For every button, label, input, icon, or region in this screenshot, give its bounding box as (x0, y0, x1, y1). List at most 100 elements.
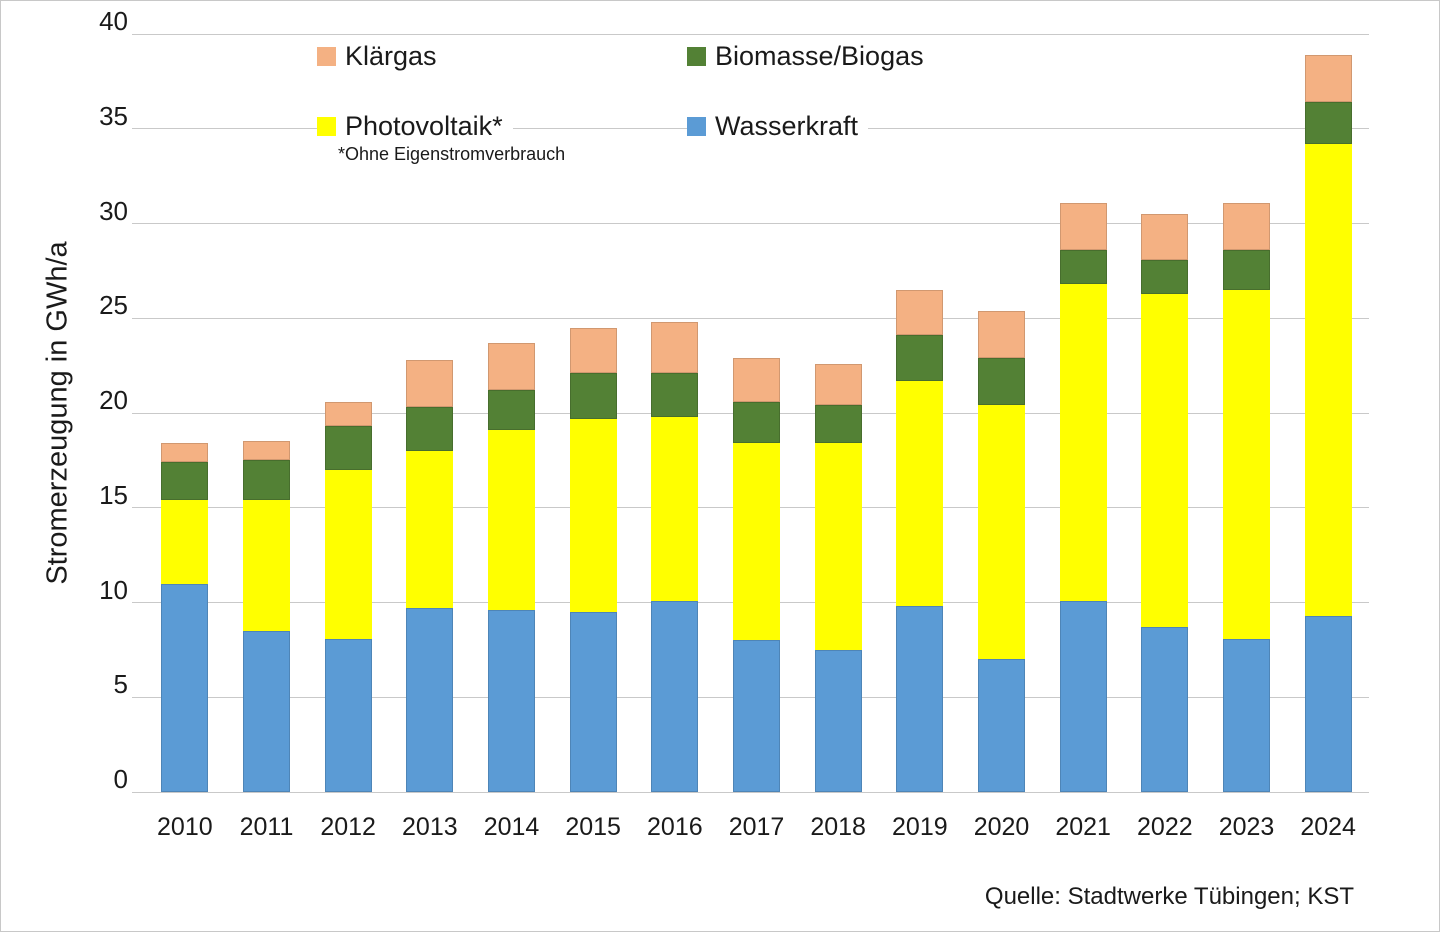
x-axis: 2010 2011 2012 2013 2014 2015 2016 2017 2018 2019… (144, 813, 1369, 845)
bar-segment-photovoltaik-2023 (1223, 289, 1270, 639)
legend-label: Klärgas (345, 41, 437, 71)
bar-segment-photovoltaik-2014 (488, 430, 535, 611)
bar-segment-klrgas-2017 (733, 358, 780, 402)
bar-segment-photovoltaik-2016 (651, 416, 699, 601)
bar-segment-wasserkraft-2020 (978, 659, 1025, 792)
bar-segment-biomassebiogas-2017 (733, 401, 780, 444)
bar-segment-klrgas-2016 (651, 322, 699, 374)
legend-label: Biomasse/Biogas (715, 41, 924, 71)
bar-segment-biomassebiogas-2023 (1223, 250, 1270, 290)
bar-segment-biomassebiogas-2021 (1059, 250, 1107, 285)
bar-segment-biomassebiogas-2024 (1304, 102, 1352, 144)
y-tick-label: 10 (99, 574, 128, 605)
bar-segment-biomassebiogas-2012 (324, 426, 372, 470)
wasserkraft-swatch-icon (687, 117, 706, 136)
y-axis: 0 5 10 15 20 25 30 35 40 (1, 8, 144, 794)
y-tick-mark (132, 602, 144, 603)
x-tick-label: 2014 (483, 813, 540, 841)
x-tick-label: 2018 (810, 813, 866, 841)
legend-item-photovoltaik: Photovoltaik* (317, 109, 513, 144)
bar-segment-klrgas-2020 (978, 310, 1025, 359)
x-tick-label: 2011 (239, 813, 294, 841)
bar-segment-wasserkraft-2017 (733, 640, 780, 792)
bar-segment-klrgas-2024 (1304, 54, 1352, 103)
bar-segment-biomassebiogas-2020 (978, 358, 1025, 406)
bar-segment-klrgas-2013 (406, 359, 454, 408)
y-tick-mark (132, 507, 144, 509)
y-tick-mark (132, 33, 144, 35)
bar-segment-wasserkraft-2010 (161, 583, 209, 792)
photovoltaik-swatch-icon (317, 117, 336, 136)
bar-segment-wasserkraft-2013 (406, 608, 454, 792)
bar-segment-wasserkraft-2012 (324, 638, 372, 792)
biomasse-swatch-icon (687, 47, 706, 66)
bar-segment-wasserkraft-2021 (1059, 600, 1107, 792)
bar-segment-wasserkraft-2024 (1304, 615, 1352, 792)
bar-segment-photovoltaik-2021 (1059, 284, 1107, 601)
y-tick-mark (132, 791, 144, 793)
y-tick-label: 20 (99, 385, 128, 415)
bar-segment-photovoltaik-2019 (896, 380, 944, 607)
klaergas-swatch-icon (317, 47, 336, 66)
bar-segment-biomassebiogas-2013 (406, 407, 454, 451)
y-tick-label: 30 (99, 195, 128, 226)
bar-segment-klrgas-2019 (896, 289, 944, 336)
legend-item-biomasse: Biomasse/Biogas (687, 39, 934, 74)
legend-item-klaergas: Klärgas (317, 39, 447, 74)
source-text: Quelle: Stadtwerke Tübingen; KST (984, 883, 1354, 910)
gridline (144, 317, 1369, 319)
bar-segment-klrgas-2011 (243, 441, 290, 461)
bar-segment-photovoltaik-2024 (1304, 143, 1352, 616)
legend-footnote: *Ohne Eigenstromverbrauch (338, 144, 572, 165)
bar-segment-klrgas-2022 (1141, 214, 1189, 260)
bar-segment-photovoltaik-2022 (1141, 293, 1189, 628)
bar-segment-biomassebiogas-2016 (651, 373, 699, 417)
bar-segment-wasserkraft-2015 (569, 611, 617, 792)
bar-segment-biomassebiogas-2014 (488, 390, 535, 431)
bar-segment-photovoltaik-2020 (978, 405, 1025, 660)
gridline (144, 33, 1369, 35)
bar-segment-wasserkraft-2023 (1223, 638, 1270, 792)
bar-segment-photovoltaik-2011 (243, 500, 290, 631)
bar-segment-biomassebiogas-2010 (161, 462, 209, 501)
bar-segment-klrgas-2014 (488, 342, 535, 391)
bar-segment-biomassebiogas-2022 (1141, 259, 1189, 294)
bar-segment-biomassebiogas-2011 (243, 460, 290, 501)
x-tick-label: 2019 (892, 813, 948, 841)
x-tick-label: 2022 (1137, 813, 1193, 841)
bar-segment-klrgas-2015 (569, 327, 617, 374)
bar-segment-klrgas-2023 (1223, 202, 1270, 251)
bar-segment-biomassebiogas-2015 (569, 373, 617, 419)
y-tick-label: 5 (113, 669, 128, 700)
legend-item-wasserkraft: Wasserkraft (687, 109, 869, 144)
bar-segment-klrgas-2012 (324, 401, 372, 427)
legend-label: Wasserkraft (715, 111, 859, 141)
x-tick-label: 2015 (565, 813, 621, 841)
x-tick-label: 2024 (1300, 813, 1356, 841)
x-tick-label: 2012 (320, 813, 376, 841)
bar-segment-photovoltaik-2012 (324, 469, 372, 639)
y-tick-mark (132, 412, 144, 414)
bar-segment-klrgas-2018 (814, 363, 862, 406)
plot-area (144, 33, 1369, 793)
y-tick-label: 0 (113, 764, 128, 794)
bar-segment-wasserkraft-2022 (1141, 627, 1189, 792)
x-tick-label: 2016 (647, 813, 703, 841)
bar-segment-klrgas-2021 (1059, 202, 1107, 251)
bar-segment-klrgas-2010 (161, 443, 209, 463)
bar-segment-wasserkraft-2019 (896, 606, 944, 792)
gridline (144, 223, 1369, 224)
x-tick-label: 2010 (157, 813, 213, 841)
y-tick-label: 15 (99, 479, 128, 510)
bar-segment-photovoltaik-2013 (406, 450, 454, 609)
y-tick-mark (132, 317, 144, 319)
y-tick-label: 25 (99, 290, 128, 321)
bar-segment-photovoltaik-2015 (569, 418, 617, 612)
legend-label: Photovoltaik* (345, 111, 503, 141)
y-tick-label: 35 (99, 100, 128, 131)
y-tick-mark (132, 128, 144, 130)
x-tick-label: 2021 (1055, 813, 1111, 841)
bar-segment-wasserkraft-2016 (651, 600, 699, 792)
bar-segment-photovoltaik-2017 (733, 443, 780, 641)
